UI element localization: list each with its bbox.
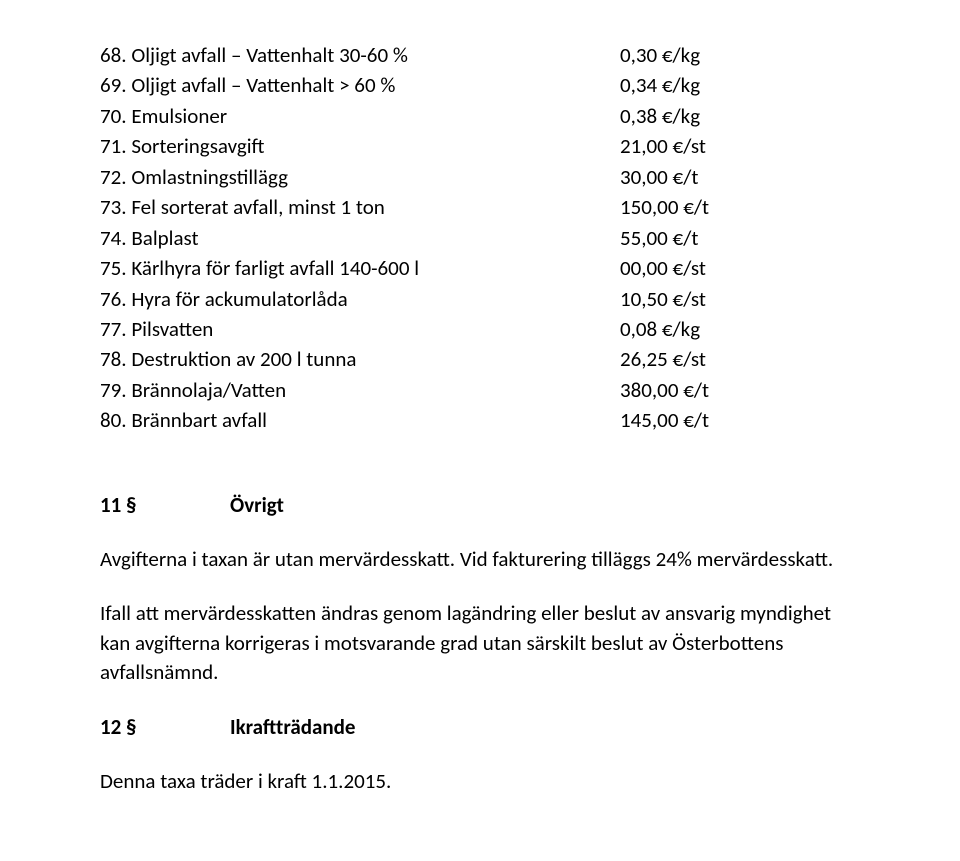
price-row: 73. Fel sorterat avfall, minst 1 ton150,…: [100, 192, 860, 222]
price-row: 68. Oljigt avfall – Vattenhalt 30-60 %0,…: [100, 40, 860, 70]
price-label: 71. Sorteringsavgift: [100, 131, 620, 161]
price-label: 70. Emulsioner: [100, 101, 620, 131]
price-label: 73. Fel sorterat avfall, minst 1 ton: [100, 192, 620, 222]
price-label: 68. Oljigt avfall – Vattenhalt 30-60 %: [100, 40, 620, 70]
price-value: 21,00 €/st: [620, 131, 706, 161]
price-label: 80. Brännbart avfall: [100, 405, 620, 435]
price-value: 380,00 €/t: [620, 375, 709, 405]
price-value: 0,38 €/kg: [620, 101, 700, 131]
section-12-title: Ikraftträdande: [230, 713, 355, 742]
price-row: 77. Pilsvatten0,08 €/kg: [100, 314, 860, 344]
paragraph-1: Avgifterna i taxan är utan mervärdesskat…: [100, 545, 860, 574]
price-value: 145,00 €/t: [620, 405, 709, 435]
section-12-heading: 12 § Ikraftträdande: [100, 713, 860, 742]
price-row: 76. Hyra för ackumulatorlåda10,50 €/st: [100, 284, 860, 314]
price-value: 10,50 €/st: [620, 284, 706, 314]
price-label: 69. Oljigt avfall – Vattenhalt > 60 %: [100, 70, 620, 100]
price-row: 79. Brännolaja/Vatten380,00 €/t: [100, 375, 860, 405]
price-value: 30,00 €/t: [620, 162, 698, 192]
price-row: 80. Brännbart avfall145,00 €/t: [100, 405, 860, 435]
price-row: 74. Balplast55,00 €/t: [100, 223, 860, 253]
price-value: 150,00 €/t: [620, 192, 709, 222]
price-value: 0,34 €/kg: [620, 70, 700, 100]
price-label: 75. Kärlhyra för farligt avfall 140-600 …: [100, 253, 620, 283]
price-row: 75. Kärlhyra för farligt avfall 140-600 …: [100, 253, 860, 283]
section-12-number: 12 §: [100, 713, 230, 742]
price-row: 69. Oljigt avfall – Vattenhalt > 60 %0,3…: [100, 70, 860, 100]
paragraph-3: Denna taxa träder i kraft 1.1.2015.: [100, 767, 860, 796]
section-11-title: Övrigt: [230, 491, 284, 520]
price-label: 72. Omlastningstillägg: [100, 162, 620, 192]
price-value: 0,30 €/kg: [620, 40, 700, 70]
price-value: 55,00 €/t: [620, 223, 698, 253]
price-value: 26,25 €/st: [620, 344, 706, 374]
price-label: 74. Balplast: [100, 223, 620, 253]
price-list: 68. Oljigt avfall – Vattenhalt 30-60 %0,…: [100, 40, 860, 436]
paragraph-2: Ifall att mervärdesskatten ändras genom …: [100, 599, 860, 687]
price-row: 70. Emulsioner0,38 €/kg: [100, 101, 860, 131]
price-value: 00,00 €/st: [620, 253, 706, 283]
price-label: 78. Destruktion av 200 l tunna: [100, 344, 620, 374]
price-row: 78. Destruktion av 200 l tunna26,25 €/st: [100, 344, 860, 374]
price-value: 0,08 €/kg: [620, 314, 700, 344]
section-11-heading: 11 § Övrigt: [100, 491, 860, 520]
price-label: 76. Hyra för ackumulatorlåda: [100, 284, 620, 314]
price-row: 71. Sorteringsavgift21,00 €/st: [100, 131, 860, 161]
price-row: 72. Omlastningstillägg30,00 €/t: [100, 162, 860, 192]
price-label: 77. Pilsvatten: [100, 314, 620, 344]
section-11-number: 11 §: [100, 491, 230, 520]
price-label: 79. Brännolaja/Vatten: [100, 375, 620, 405]
